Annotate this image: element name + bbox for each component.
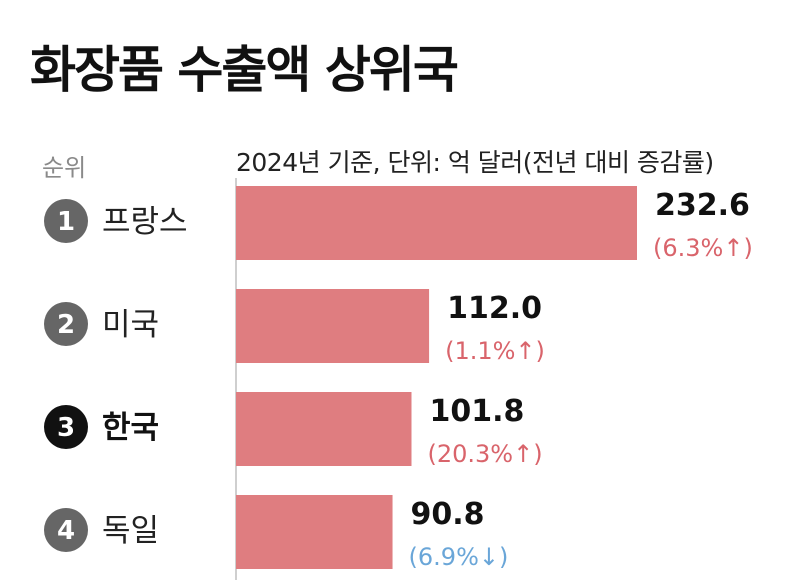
category-label-3: 한국 xyxy=(102,410,159,446)
value-label-3: 101.8 xyxy=(430,394,525,429)
rank-number-4: 4 xyxy=(57,516,75,546)
chart-subtitle: 2024년 기준, 단위: 억 달러(전년 대비 증감률) xyxy=(236,148,714,177)
bar-4 xyxy=(236,495,393,569)
category-label-4: 독일 xyxy=(102,513,159,549)
value-label-1: 232.6 xyxy=(655,188,750,223)
bar-3 xyxy=(236,392,412,466)
rank-column-header: 순위 xyxy=(42,154,87,182)
chart-title: 화장품 수출액 상위국 xyxy=(30,41,459,99)
rank-badge-3 xyxy=(44,405,88,449)
change-label-4: (6.9%↓) xyxy=(409,543,509,571)
change-label-1: (6.3%↑) xyxy=(653,234,753,262)
category-label-2: 미국 xyxy=(102,307,159,343)
rank-badge-2 xyxy=(44,302,88,346)
bar-2 xyxy=(236,289,430,363)
rank-number-3: 3 xyxy=(57,413,75,443)
value-label-4: 90.8 xyxy=(411,497,485,532)
rank-badge-4 xyxy=(44,508,88,552)
change-label-3: (20.3%↑) xyxy=(428,440,543,468)
change-label-2: (1.1%↑) xyxy=(445,337,545,365)
value-label-2: 112.0 xyxy=(447,291,542,326)
rank-number-1: 1 xyxy=(57,207,75,237)
category-label-1: 프랑스 xyxy=(102,204,188,240)
rank-badge-1 xyxy=(44,199,88,243)
bar-1 xyxy=(236,186,637,260)
rank-number-2: 2 xyxy=(57,310,75,340)
